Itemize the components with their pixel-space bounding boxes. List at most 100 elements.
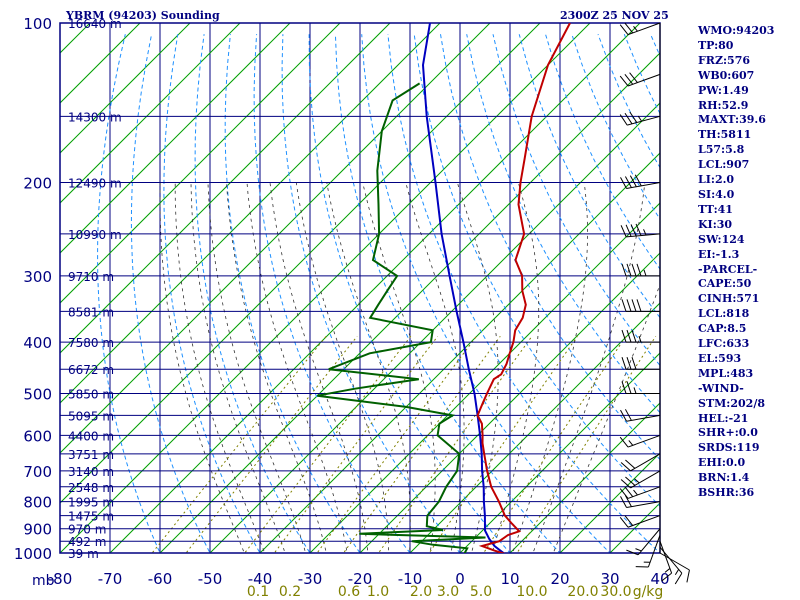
sounding-traces	[317, 23, 571, 553]
wind-barb-half-feather	[643, 229, 647, 236]
wind-barb-feather	[624, 409, 632, 421]
stat-item: TT:41	[698, 202, 733, 216]
wind-barb-feather	[629, 111, 638, 123]
wind-barb-feather	[631, 357, 637, 370]
pressure-axis-labels: 100 200 300 400 500 600 700 800 900 1000 mb	[14, 15, 55, 589]
stat-item: WMO:94203	[698, 24, 775, 37]
dry-adiabat	[308, 34, 511, 553]
isotherm-line	[109, 23, 641, 553]
temperature-tick-label: -50	[198, 570, 223, 588]
wind-barb-feather	[619, 517, 629, 528]
dry-adiabat	[224, 34, 361, 553]
wind-barb-feather	[624, 176, 632, 188]
wind-barb-feather	[621, 263, 627, 277]
wind-barb-feather	[630, 224, 637, 237]
wind-barb-feather	[620, 462, 631, 472]
stat-item: BRN:1.4	[698, 471, 750, 485]
height-label: 492 m	[68, 535, 106, 549]
wind-barb-feather	[636, 263, 642, 277]
isotherm-line	[459, 352, 660, 553]
isotherm-line	[60, 23, 591, 553]
height-label: 12490 m	[68, 177, 122, 191]
wind-barb-feather	[620, 496, 627, 508]
wind-barb-staff	[627, 115, 661, 126]
dry-adiabat	[387, 34, 660, 553]
height-label: 14300 m	[68, 110, 122, 124]
height-label: 5850 m	[68, 387, 114, 401]
dry-adiabat	[253, 34, 411, 553]
wind-barb-feather	[674, 572, 683, 585]
wind-barb	[659, 541, 673, 582]
mixing-ratio-label: 0.1	[247, 584, 269, 600]
stat-item: STM:202/8	[698, 396, 765, 410]
mixing-ratio-label: 10.0	[516, 584, 547, 600]
stat-item: FRZ:576	[698, 53, 751, 67]
height-label: 9710 m	[68, 270, 114, 284]
wind-barb	[620, 470, 661, 489]
wind-barb-feather	[626, 299, 632, 312]
height-label: 1995 m	[68, 496, 114, 510]
wind-barb	[620, 495, 661, 509]
height-label: 970 m	[68, 523, 106, 537]
isotherm-line	[559, 452, 660, 553]
wind-barb-feather	[626, 549, 639, 556]
wind-barb-feather	[686, 569, 690, 583]
wind-barb-feather	[619, 24, 629, 35]
wind-barb-staff	[626, 414, 661, 422]
pressure-tick-label: 600	[23, 427, 52, 445]
mixing-ratio-label: 5.0	[470, 584, 492, 600]
mixing-ratio-line	[377, 336, 533, 553]
wind-barb	[619, 72, 661, 87]
wind-barb-staff	[627, 486, 661, 499]
wind-barb	[620, 453, 661, 472]
pressure-tick-label: 200	[23, 175, 52, 193]
stat-item: TP:80	[698, 38, 734, 52]
stat-item: LCL:907	[698, 158, 750, 172]
parcel-trace	[421, 23, 505, 553]
temperature-trace	[476, 23, 571, 553]
wind-barb-feather	[620, 177, 627, 189]
isotherm-line	[209, 102, 660, 553]
moist-adiabat	[174, 182, 266, 553]
mixing-ratio-labels: 0.1 0.2 0.6 1.0 2.0 3.0 5.0 10.0 20.0 30.0 g/kg	[247, 584, 663, 600]
moist-adiabat	[246, 182, 348, 553]
height-label: 5095 m	[68, 409, 114, 423]
moist-adiabat	[552, 283, 660, 553]
wind-barb-staff	[659, 552, 690, 571]
dry-adiabat	[97, 34, 161, 553]
wind-barb	[619, 22, 661, 36]
wind-barb	[621, 299, 660, 312]
stat-item: SRDS:119	[698, 441, 760, 455]
stat-item: EL:593	[698, 351, 742, 365]
isotherm-line	[509, 402, 660, 553]
wind-barb-feather	[619, 75, 629, 87]
height-label: 1475 m	[68, 510, 114, 524]
dry-adiabat	[545, 34, 660, 270]
mixing-ratio-line	[428, 336, 578, 553]
wind-barb-half-feather	[635, 548, 642, 552]
moist-adiabat	[456, 182, 499, 553]
wind-barb-staff	[626, 182, 661, 189]
wind-barb-feather	[620, 409, 627, 422]
stat-item: LI:2.0	[698, 173, 735, 187]
wind-barb	[621, 329, 660, 343]
wind-barb-half-feather	[628, 440, 634, 446]
wind-barb-feather	[621, 357, 627, 370]
stat-item: BSHR:36	[698, 486, 755, 500]
stat-item: SHR+:0.0	[698, 426, 758, 440]
wind-barb-feather	[621, 329, 627, 343]
temperature-tick-label: 30	[600, 570, 619, 588]
wind-barb	[620, 174, 661, 189]
isotherm-line	[60, 23, 541, 504]
isotherm-line	[60, 23, 491, 454]
wind-barb-feather	[626, 263, 632, 277]
height-label: 10990 m	[68, 228, 122, 242]
pressure-tick-label: 800	[23, 494, 52, 512]
mixing-ratio-label: 0.2	[279, 584, 301, 600]
wind-barb-half-feather	[643, 269, 647, 277]
mixing-ratio-lines	[151, 335, 657, 553]
mixing-ratio-line	[151, 335, 327, 553]
dry-adiabat	[440, 34, 660, 461]
temperature-tick-label: -70	[98, 570, 123, 588]
moist-adiabat	[532, 182, 646, 553]
